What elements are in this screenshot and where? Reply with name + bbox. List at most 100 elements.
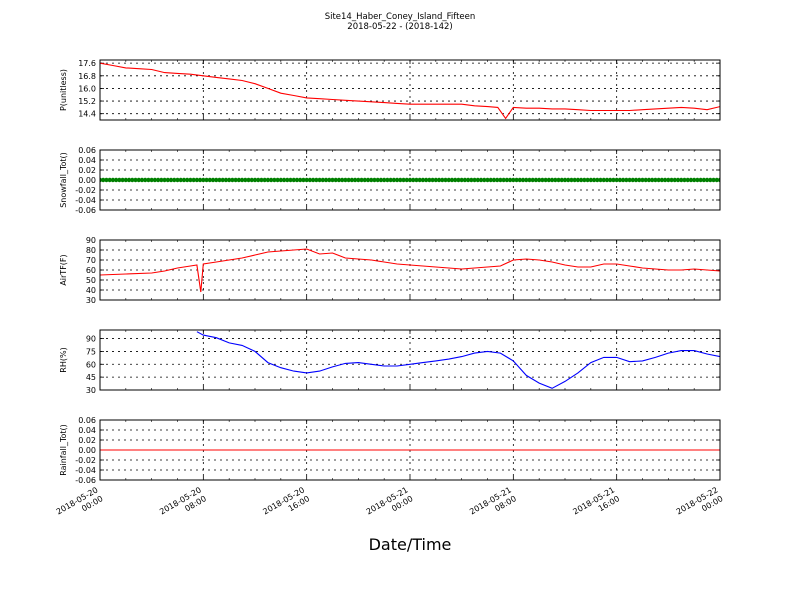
data-point [256, 177, 261, 183]
data-point [430, 177, 435, 183]
y-tick-label: -0.02 [75, 186, 96, 195]
data-point [214, 177, 219, 183]
data-point [688, 177, 694, 183]
data-point [133, 177, 138, 183]
data-point [336, 177, 342, 183]
data-point [226, 177, 232, 183]
data-point [608, 177, 613, 183]
data-point [682, 177, 687, 183]
data-point [339, 177, 345, 183]
y-tick-label: 60 [86, 266, 96, 275]
data-point [627, 177, 632, 183]
data-point [711, 177, 716, 183]
data-point [136, 177, 141, 183]
data-point [381, 177, 387, 183]
data-point [469, 177, 474, 183]
data-point [259, 177, 264, 183]
data-point [698, 177, 703, 183]
data-point [520, 177, 526, 183]
data-point [453, 177, 458, 183]
y-tick-label: 16.8 [78, 72, 96, 81]
panel-p-unitless: 17.6 16.8 16.0 15.2 14.4 P(unitless) [59, 59, 721, 121]
panel-frame [99, 329, 721, 391]
data-point [633, 177, 639, 183]
data-point [188, 177, 193, 183]
data-point [207, 177, 212, 183]
data-point [459, 177, 464, 183]
y-tick-label: 17.6 [78, 59, 96, 68]
y-tick-label: 45 [86, 373, 96, 382]
data-point [465, 177, 471, 183]
series-airtf-line [100, 248, 720, 293]
data-point [168, 177, 174, 183]
data-point [143, 177, 148, 183]
data-point [155, 177, 161, 183]
data-point [407, 177, 413, 183]
data-point [569, 177, 574, 183]
panel-frame [99, 419, 721, 481]
data-point [649, 177, 655, 183]
data-point [566, 177, 571, 183]
data-point [494, 177, 500, 183]
data-point [488, 177, 493, 183]
data-point [217, 177, 222, 183]
panel-frame [99, 149, 721, 211]
data-point [359, 177, 364, 183]
data-point [433, 177, 439, 183]
data-point [498, 177, 503, 183]
data-point [527, 177, 532, 183]
series-p-unitless-line [100, 62, 720, 120]
data-point [675, 177, 681, 183]
data-point [175, 177, 180, 183]
data-point [372, 177, 377, 183]
data-point [578, 177, 584, 183]
data-point [614, 177, 619, 183]
data-point [517, 177, 522, 183]
data-point [524, 177, 529, 183]
data-point [117, 177, 122, 183]
data-point [233, 177, 238, 183]
data-point [617, 177, 623, 183]
data-point [149, 177, 154, 183]
data-point [191, 177, 196, 183]
data-point [352, 177, 358, 183]
data-point [601, 177, 606, 183]
data-point [653, 177, 658, 183]
panel-snowfall-tot: 0.060.040.020.00-0.02-0.04-0.06 Snowfall_… [59, 146, 721, 215]
y-tick-label: 70 [86, 256, 96, 265]
data-point [152, 177, 158, 183]
data-point [507, 177, 513, 183]
data-point [708, 177, 713, 183]
data-point [181, 177, 187, 183]
y-tick-label: 30 [86, 296, 96, 305]
subplot-panels: 17.616.816.015.214.4P(unitless)0.060.040… [59, 59, 721, 485]
y-axis-label-rainfall-tot: Rainfall_Tot() [59, 424, 68, 476]
y-tick-label: 15.2 [78, 97, 96, 106]
data-point [536, 177, 542, 183]
data-point [404, 177, 409, 183]
data-point [126, 177, 132, 183]
data-point [585, 177, 590, 183]
data-point [201, 177, 206, 183]
data-point [285, 177, 290, 183]
data-point [204, 177, 209, 183]
data-point [401, 177, 406, 183]
y-axis-label-airtf: AirTF(F) [59, 254, 68, 285]
y-tick-label: 50 [86, 276, 96, 285]
y-tick-label: 0.00 [78, 446, 96, 455]
data-point [356, 177, 361, 183]
data-point [301, 177, 306, 183]
data-point [320, 177, 326, 183]
data-point [679, 177, 684, 183]
data-point [411, 177, 416, 183]
panel-rainfall-tot: 0.060.040.020.00-0.02-0.04-0.06 Rainfall_… [59, 416, 721, 485]
data-point [427, 177, 432, 183]
data-point [491, 177, 497, 183]
data-point [272, 177, 277, 183]
data-point [640, 177, 645, 183]
data-point [220, 177, 225, 183]
data-point [398, 177, 403, 183]
data-point [514, 177, 519, 183]
